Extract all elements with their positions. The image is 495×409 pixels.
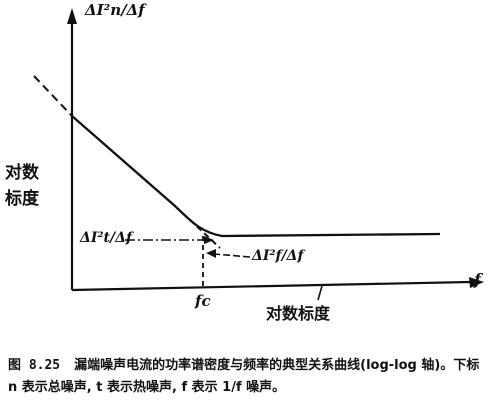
thermal-noise-label: ΔI²t/Δf <box>80 230 133 246</box>
x-scale-leader <box>317 285 323 301</box>
y-scale-label-line2: 标度 <box>5 189 39 209</box>
corner-frequency-label: fc <box>195 292 211 310</box>
thermal-level-arrow <box>204 236 214 244</box>
caption-text: 漏端噪声电流的功率谱密度与频率的典型关系曲线(log-log 轴)。下标 n 表… <box>8 358 480 395</box>
flicker-label-leader <box>213 253 251 258</box>
y-axis-arrow <box>67 8 77 24</box>
x-axis <box>71 280 471 292</box>
flicker-asymptote-upper <box>33 75 73 117</box>
x-axis-arrow <box>469 277 484 288</box>
y-scale-label: 对数 标度 <box>5 160 39 212</box>
total-noise-curve <box>71 115 441 238</box>
flicker-noise-label: ΔI²f/Δf <box>252 248 304 264</box>
flicker-asymptote-lower <box>174 205 221 249</box>
x-scale-label: 对数标度 <box>266 304 331 323</box>
y-axis-label: ΔI²n/Δf <box>85 1 145 19</box>
figure-number: 图 8.25 <box>8 358 61 373</box>
y-scale-label-line1: 对数 <box>5 163 39 183</box>
flicker-label-arrow <box>206 249 216 258</box>
figure-caption: 图 8.25 漏端噪声电流的功率谱密度与频率的典型关系曲线(log-log 轴)。… <box>8 355 493 399</box>
x-axis-label: f <box>474 270 481 289</box>
